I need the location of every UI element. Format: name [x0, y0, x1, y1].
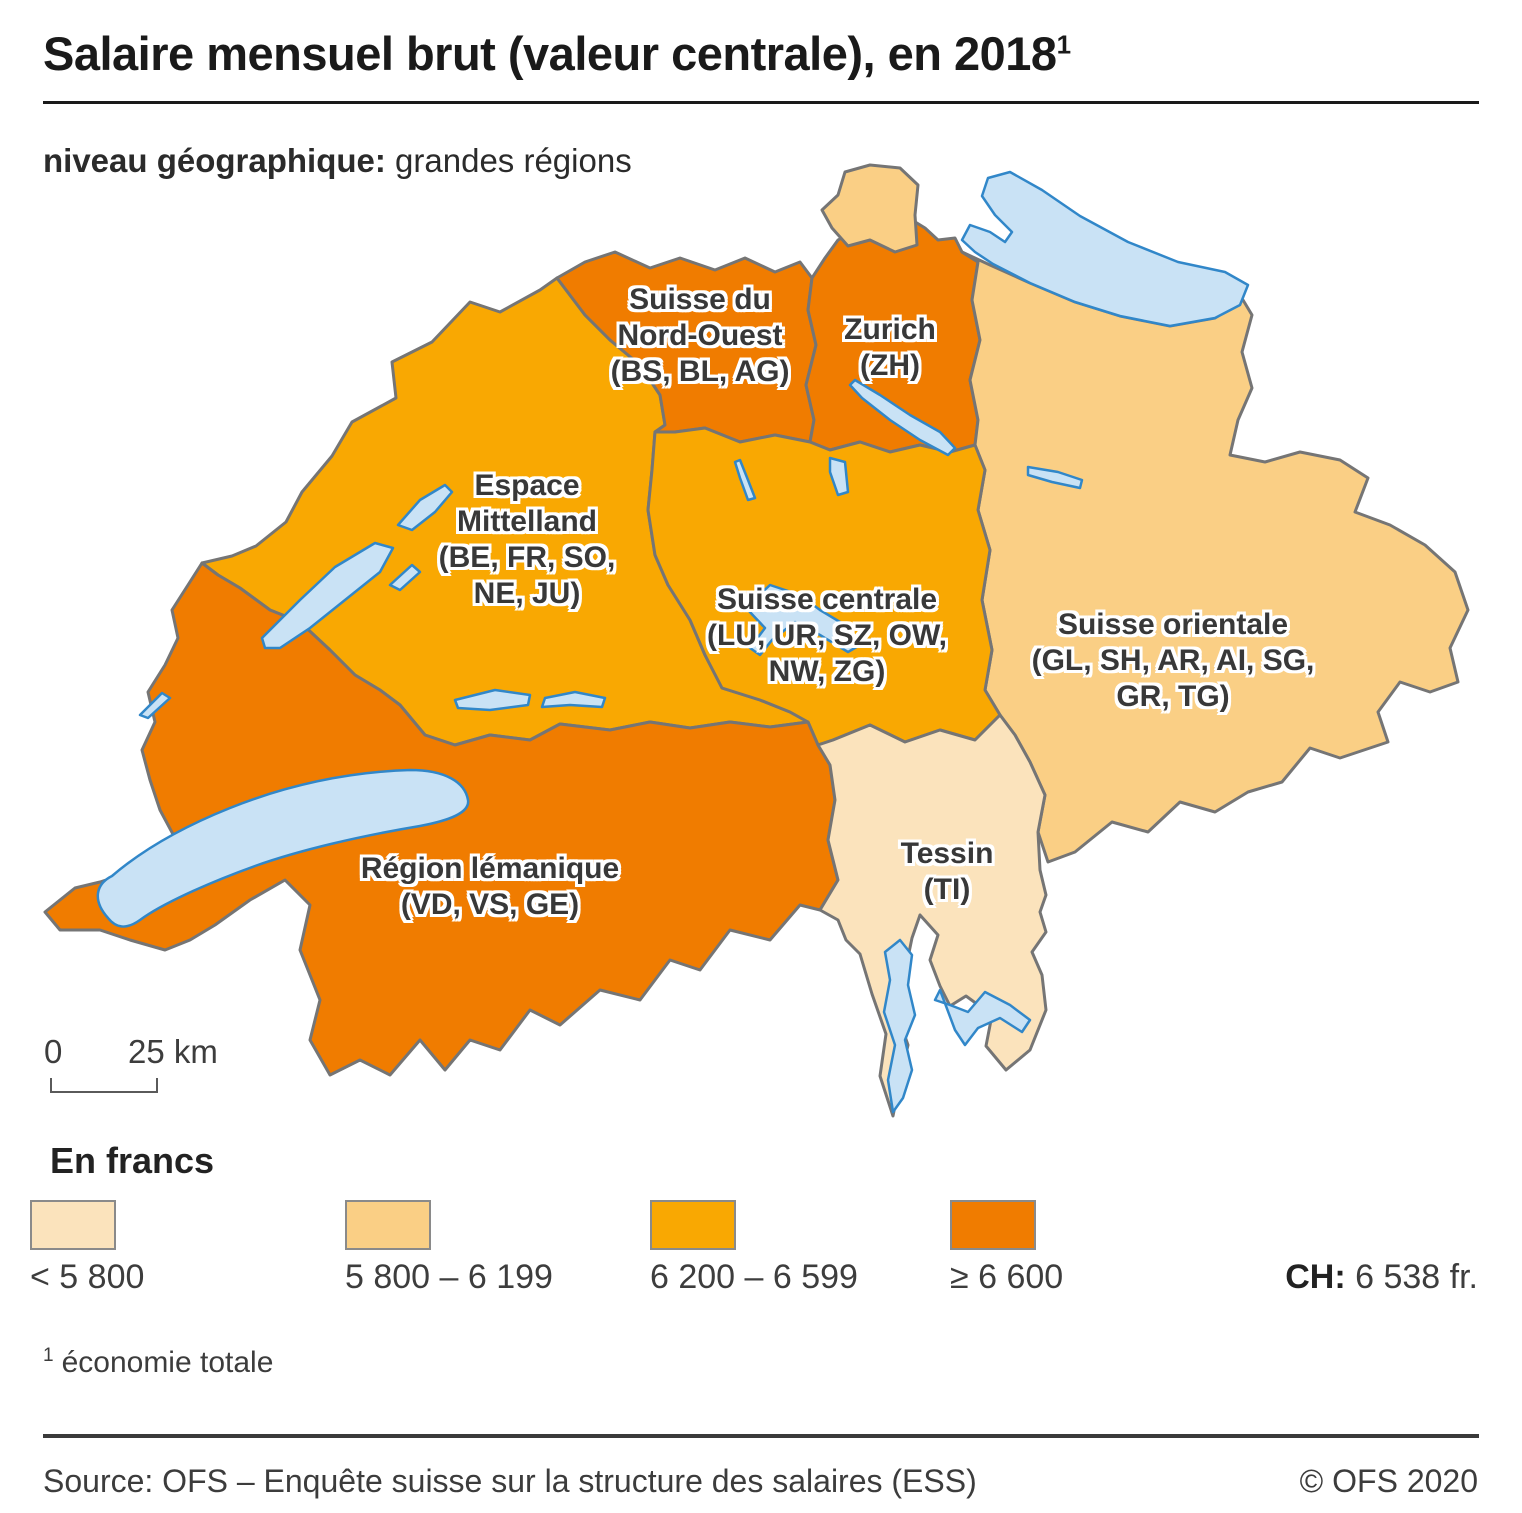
map-label-zurich: Zurich (ZH) — [805, 312, 975, 384]
title-footnote-marker: 1 — [1056, 29, 1071, 60]
legend-label: ≥ 6 600 — [950, 1258, 1064, 1296]
lake-walen — [1026, 465, 1084, 490]
legend-swatch — [30, 1200, 116, 1250]
national-average-label: CH: — [1285, 1258, 1346, 1296]
legend-item-5800-6199: 5 800 – 6 199 — [345, 1200, 553, 1296]
lake-zurich — [848, 378, 957, 457]
legend-swatch — [650, 1200, 736, 1250]
map-label-espace-mittelland: Espace Mittelland (BE, FR, SO, NE, JU) — [397, 468, 657, 612]
lake-geneva — [96, 768, 470, 928]
copyright-text: © OFS 2020 — [1299, 1463, 1478, 1499]
page-title: Salaire mensuel brut (valeur centrale), … — [43, 27, 1071, 80]
region-cantons: (BS, BL, AG) — [610, 355, 790, 388]
region-name: Zurich — [844, 313, 936, 346]
footer-separator — [43, 1434, 1479, 1438]
lake-neuchatel — [260, 541, 395, 650]
geo-level-value: grandes régions — [395, 142, 632, 179]
scale-bar-start: 0 — [44, 1033, 63, 1070]
region-name: Suisse centrale — [716, 583, 938, 616]
region-name: Suisse du Nord-Ouest — [617, 283, 783, 352]
region-name: Suisse orientale — [1057, 608, 1289, 641]
scale-bar — [50, 1078, 158, 1093]
region-cantons: (BE, FR, SO, NE, JU) — [438, 541, 616, 610]
source-text: Source: OFS – Enquête suisse sur la stru… — [43, 1463, 977, 1499]
geo-level-subtitle: niveau géographique: grandes régions — [43, 142, 632, 180]
region-cantons: (VD, VS, GE) — [400, 888, 580, 921]
region-tessin — [816, 713, 1048, 1118]
legend-title: En francs — [50, 1140, 215, 1181]
map-label-suisse-orientale: Suisse orientale (GL, SH, AR, AI, SG, GR… — [1013, 607, 1333, 715]
map-label-suisse-du-nord-ouest: Suisse du Nord-Ouest (BS, BL, AG) — [575, 282, 825, 390]
map-label-tessin: Tessin (TI) — [862, 836, 1032, 908]
legend-swatch — [950, 1200, 1036, 1250]
lake-lugano — [933, 988, 1032, 1047]
region-suisse-orientale — [960, 250, 1470, 864]
lake-hallwil — [733, 458, 757, 502]
legend-item-6200-6599: 6 200 – 6 599 — [650, 1200, 858, 1296]
legend-item-lt-5800: < 5 800 — [30, 1200, 144, 1296]
lake-lucerne — [746, 583, 862, 657]
lake-constance — [960, 170, 1250, 328]
national-average: CH: 6 538 fr. — [1285, 1258, 1478, 1297]
footnote-text: économie totale — [61, 1346, 274, 1379]
footnote: 1 économie totale — [43, 1345, 273, 1380]
lakes-layer — [96, 170, 1250, 1114]
region-suisse-centrale — [646, 426, 1002, 747]
footnote-marker: 1 — [43, 1345, 54, 1366]
region-cantons: (LU, UR, SZ, OW, NW, ZG) — [707, 619, 947, 688]
legend-swatch — [345, 1200, 431, 1250]
lake-thun — [453, 688, 532, 712]
scale-bar-end: 25 km — [128, 1033, 218, 1070]
region-name: Région lémanique — [360, 852, 620, 885]
lake-biel — [396, 483, 454, 532]
legend-label: 6 200 – 6 599 — [650, 1258, 858, 1296]
legend-label: 5 800 – 6 199 — [345, 1258, 553, 1296]
region-name: Tessin — [900, 837, 994, 870]
map-label-region-lemanique: Région lémanique (VD, VS, GE) — [325, 851, 655, 923]
geo-level-label: niveau géographique: — [43, 142, 386, 179]
national-average-value: 6 538 fr. — [1355, 1258, 1478, 1296]
region-schaffhausen-exclave — [820, 163, 920, 254]
legend-item-gte-6600: ≥ 6 600 — [950, 1200, 1063, 1296]
region-name: Espace Mittelland — [457, 469, 597, 538]
lake-brienz — [540, 690, 607, 709]
region-cantons: (TI) — [923, 873, 971, 906]
lake-maggiore — [882, 938, 917, 1114]
map-label-suisse-centrale: Suisse centrale (LU, UR, SZ, OW, NW, ZG) — [667, 582, 987, 690]
lake-murten — [388, 563, 422, 592]
region-cantons: (ZH) — [860, 349, 920, 382]
legend-label: < 5 800 — [30, 1258, 145, 1296]
title-separator — [43, 101, 1479, 104]
region-cantons: (GL, SH, AR, AI, SG, GR, TG) — [1031, 644, 1315, 713]
lake-zug — [828, 456, 850, 497]
lake-joux — [138, 691, 172, 720]
